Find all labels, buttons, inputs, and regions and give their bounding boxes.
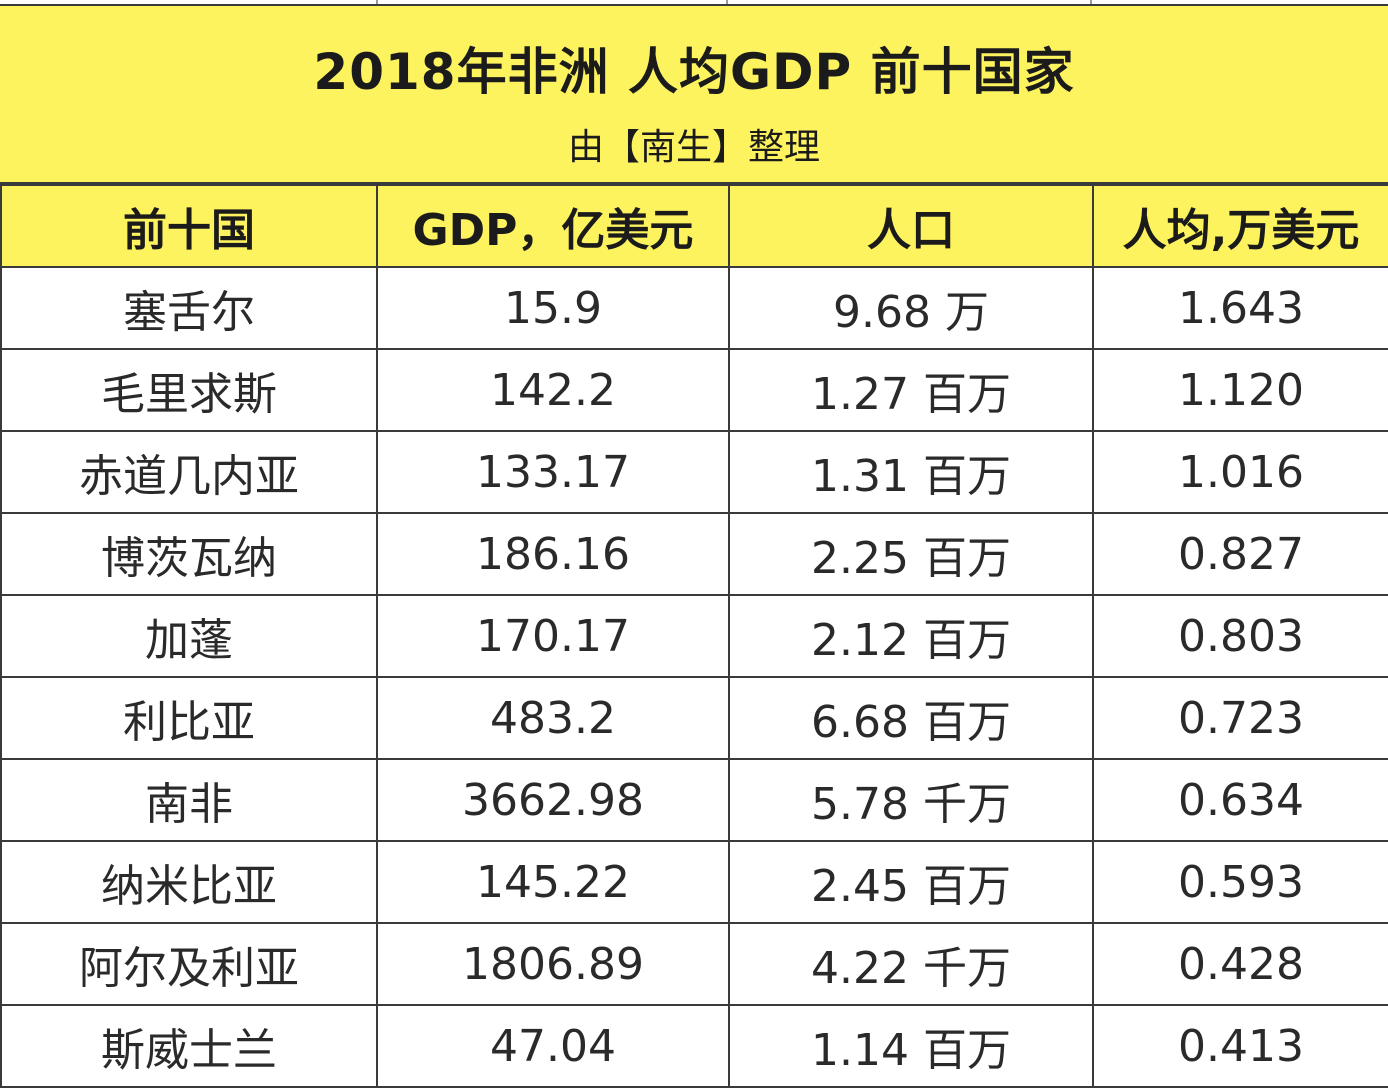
cell-gdp: 47.04 [376,1004,730,1088]
column-tick [726,0,728,4]
top-strip [0,0,1388,4]
cell-population: 4.22 千万 [728,922,1094,1006]
data-table: 前十国 GDP，亿美元 人口 人均,万美元 塞舌尔 15.9 9.68 万 1.… [0,184,1388,1088]
cell-gdp: 483.2 [376,676,730,760]
cell-country: 斯威士兰 [0,1004,378,1088]
cell-per-capita: 0.634 [1092,758,1388,842]
cell-population: 2.12 百万 [728,594,1094,678]
column-header-gdp: GDP，亿美元 [376,184,730,268]
cell-gdp: 145.22 [376,840,730,924]
cell-per-capita: 1.643 [1092,266,1388,350]
cell-gdp: 3662.98 [376,758,730,842]
table-row: 毛里求斯 142.2 1.27 百万 1.120 [0,348,1388,432]
cell-gdp: 15.9 [376,266,730,350]
cell-gdp: 170.17 [376,594,730,678]
cell-per-capita: 0.723 [1092,676,1388,760]
table-row: 南非 3662.98 5.78 千万 0.634 [0,758,1388,842]
column-header-per-capita: 人均,万美元 [1092,184,1388,268]
table-row: 加蓬 170.17 2.12 百万 0.803 [0,594,1388,678]
page-title: 2018年非洲 人均GDP 前十国家 [313,43,1075,101]
cell-per-capita: 0.803 [1092,594,1388,678]
cell-per-capita: 0.593 [1092,840,1388,924]
cell-country: 南非 [0,758,378,842]
cell-gdp: 142.2 [376,348,730,432]
cell-per-capita: 1.016 [1092,430,1388,514]
cell-population: 9.68 万 [728,266,1094,350]
cell-gdp: 133.17 [376,430,730,514]
table-row: 塞舌尔 15.9 9.68 万 1.643 [0,266,1388,350]
cell-per-capita: 0.428 [1092,922,1388,1006]
page-subtitle: 由【南生】整理 [567,127,820,168]
cell-gdp: 186.16 [376,512,730,596]
cell-country: 利比亚 [0,676,378,760]
cell-country: 赤道几内亚 [0,430,378,514]
table-row: 赤道几内亚 133.17 1.31 百万 1.016 [0,430,1388,514]
cell-country: 纳米比亚 [0,840,378,924]
cell-country: 毛里求斯 [0,348,378,432]
cell-population: 1.14 百万 [728,1004,1094,1088]
cell-per-capita: 0.827 [1092,512,1388,596]
column-header-population: 人口 [728,184,1094,268]
title-band: 2018年非洲 人均GDP 前十国家 由【南生】整理 [0,4,1388,184]
cell-population: 6.68 百万 [728,676,1094,760]
table-row: 阿尔及利亚 1806.89 4.22 千万 0.428 [0,922,1388,1006]
cell-population: 2.45 百万 [728,840,1094,924]
cell-country: 博茨瓦纳 [0,512,378,596]
column-header-country: 前十国 [0,184,378,268]
cell-country: 阿尔及利亚 [0,922,378,1006]
cell-population: 5.78 千万 [728,758,1094,842]
cell-population: 2.25 百万 [728,512,1094,596]
cell-country: 加蓬 [0,594,378,678]
table-row: 斯威士兰 47.04 1.14 百万 0.413 [0,1004,1388,1088]
cell-per-capita: 1.120 [1092,348,1388,432]
column-tick [376,0,378,4]
table-row: 利比亚 483.2 6.68 百万 0.723 [0,676,1388,760]
table-row: 博茨瓦纳 186.16 2.25 百万 0.827 [0,512,1388,596]
cell-population: 1.31 百万 [728,430,1094,514]
cell-population: 1.27 百万 [728,348,1094,432]
cell-country: 塞舌尔 [0,266,378,350]
cell-per-capita: 0.413 [1092,1004,1388,1088]
column-tick [1090,0,1092,4]
table-row: 纳米比亚 145.22 2.45 百万 0.593 [0,840,1388,924]
header-row: 前十国 GDP，亿美元 人口 人均,万美元 [0,184,1388,268]
cell-gdp: 1806.89 [376,922,730,1006]
